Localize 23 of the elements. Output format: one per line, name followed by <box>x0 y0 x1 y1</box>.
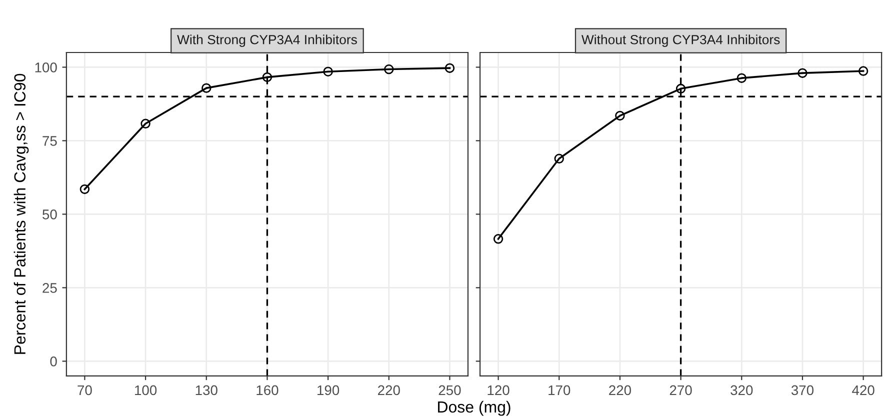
x-tick-label: 70 <box>78 385 92 396</box>
y-tick-label: 25 <box>42 283 57 293</box>
x-axis-title: Dose (mg) <box>438 400 510 416</box>
x-tick-label: 370 <box>791 385 814 396</box>
x-tick-label: 250 <box>438 385 461 396</box>
y-tick-label: 75 <box>42 136 57 146</box>
x-tick-label: 100 <box>135 385 157 396</box>
x-tick-label: 190 <box>318 385 340 396</box>
x-tick-label: 120 <box>488 385 510 396</box>
x-tick-label: 220 <box>609 385 632 396</box>
x-tick-label: 420 <box>852 385 874 396</box>
x-tick-label: 130 <box>196 385 218 396</box>
chart-title: Without Strong CYP3A4 Inhibitors <box>581 34 780 47</box>
x-tick-label: 160 <box>256 385 278 396</box>
chart-title: With Strong CYP3A4 Inhibitors <box>177 34 357 47</box>
y-tick-label: 100 <box>35 62 57 72</box>
y-tick-label: 50 <box>42 210 57 220</box>
x-tick-label: 220 <box>378 385 400 396</box>
y-axis-title: Percent of Patients with Cavg,ss > IC90 <box>14 74 29 354</box>
x-tick-label: 270 <box>670 385 692 396</box>
y-tick-label: 0 <box>50 356 57 366</box>
x-tick-label: 170 <box>548 385 570 396</box>
x-tick-label: 320 <box>730 385 753 396</box>
